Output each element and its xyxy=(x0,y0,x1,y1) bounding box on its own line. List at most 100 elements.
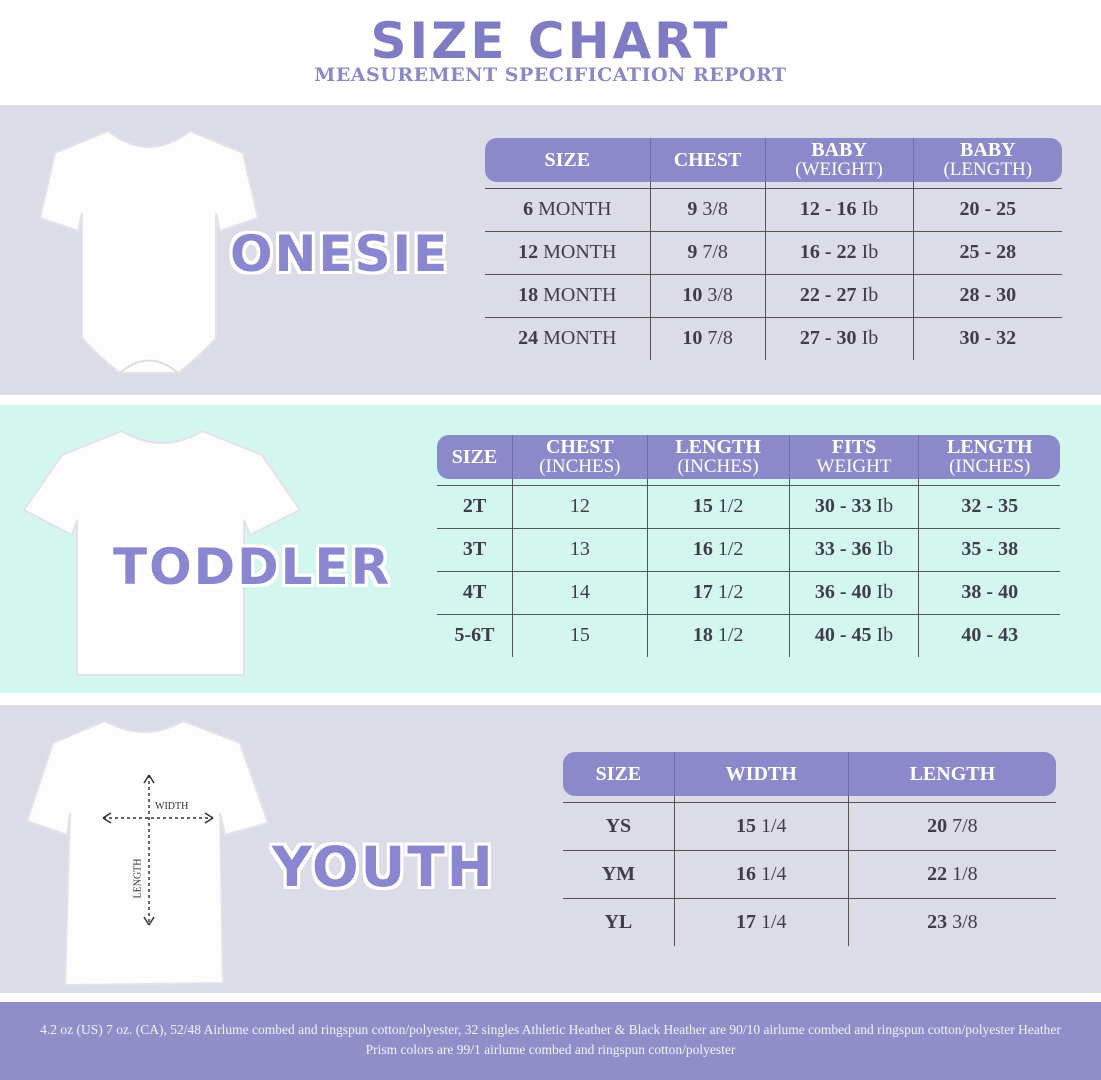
width-diagram-label: WIDTH xyxy=(155,801,189,812)
table-cell: 15 1/2 xyxy=(647,484,790,528)
column-header: FITS WEIGHT xyxy=(789,435,920,479)
cell-value-unit: 1/2 xyxy=(717,495,744,517)
table-row: 18 MONTH 10 3/8 22 - 27 Ib 28 - 30 xyxy=(485,273,1062,317)
cell-value-unit: 3/8 xyxy=(707,284,733,306)
table-cell: 10 7/8 xyxy=(650,316,766,360)
onesie-image xyxy=(38,129,260,374)
table-cell: 23 3/8 xyxy=(848,897,1056,946)
table-cell: YS xyxy=(563,801,675,850)
toddler-label: TODDLER xyxy=(113,538,392,596)
table-row: 4T 14 17 1/2 36 - 40 Ib 38 - 40 xyxy=(437,570,1060,614)
cell-value-unit: 1/4 xyxy=(760,814,787,837)
table-cell: 10 3/8 xyxy=(650,273,766,317)
cell-value-bold: 38 - 40 xyxy=(961,581,1019,603)
table-cell: 20 7/8 xyxy=(848,801,1056,850)
onesie-label: ONESIE xyxy=(230,225,450,283)
table-header-row: SIZE WIDTH LENGTH xyxy=(563,752,1056,796)
cell-value-unit: 3/8 xyxy=(702,198,728,220)
spacer-cell xyxy=(674,796,849,802)
spacer-cell xyxy=(650,182,766,188)
cell-value-bold: 22 - 27 xyxy=(799,284,857,306)
cell-value-bold: 5-6T xyxy=(454,624,495,647)
cell-value-bold: 40 - 45 xyxy=(814,624,872,647)
cell-value-bold: 30 - 32 xyxy=(959,327,1017,350)
table-cell: 4T xyxy=(437,570,513,614)
spacer-cell xyxy=(437,479,513,485)
table-cell: 2T xyxy=(437,484,513,528)
column-header: LENGTH (INCHES) xyxy=(918,435,1060,479)
table-cell: 20 - 25 xyxy=(913,187,1062,231)
toddler-section: TODDLER SIZE CHEST (INCHES) LENGTH (INCHES) F… xyxy=(0,405,1101,693)
column-header-subtitle: WEIGHT xyxy=(816,456,892,477)
column-header-title: SIZE xyxy=(451,446,498,468)
table-cell: YL xyxy=(563,897,675,946)
column-header-title: SIZE xyxy=(544,149,591,171)
column-header: LENGTH (INCHES) xyxy=(647,435,790,479)
column-header: SIZE xyxy=(563,752,675,796)
cell-value-bold: YL xyxy=(604,910,633,933)
table-cell: 18 1/2 xyxy=(647,613,790,657)
cell-value-bold: 24 xyxy=(518,327,539,350)
table-cell: 5-6T xyxy=(437,613,513,657)
cell-value-bold: 12 - 16 xyxy=(799,198,857,220)
fabric-note: 4.2 oz (US) 7 oz. (CA), 52/48 Airlume co… xyxy=(0,1002,1101,1080)
table-cell: 28 - 30 xyxy=(913,273,1062,317)
cell-value-bold: 4T xyxy=(462,581,487,603)
cell-value-bold: 17 xyxy=(692,581,713,603)
youth-tshirt-image xyxy=(25,719,270,987)
column-header: BABY (LENGTH) xyxy=(913,138,1062,182)
table-cell: 16 - 22 Ib xyxy=(765,230,914,274)
table-cell: 36 - 40 Ib xyxy=(789,570,920,614)
cell-value-bold: 6 xyxy=(523,198,534,220)
cell-value-unit: 1/4 xyxy=(760,910,787,933)
cell-value-bold: 17 xyxy=(735,910,756,933)
column-header-title: WIDTH xyxy=(725,763,797,785)
cell-value-bold: YM xyxy=(601,862,636,885)
cell-value-bold: 10 xyxy=(682,284,703,306)
cell-value-unit: Ib xyxy=(861,198,879,220)
cell-value-bold: 28 - 30 xyxy=(959,284,1017,306)
cell-value-bold: 33 - 36 xyxy=(814,538,872,560)
table-header-row: SIZE CHEST (INCHES) LENGTH (INCHES) FITS WEIGH… xyxy=(437,435,1060,479)
cell-value-bold: 18 xyxy=(692,624,713,647)
youth-size-table: SIZE WIDTH LENGTH YS 15 1/4 20 7/8 YM 16 1/4 22 … xyxy=(563,752,1056,946)
table-row: 12 MONTH 9 7/8 16 - 22 Ib 25 - 28 xyxy=(485,230,1062,274)
column-header-subtitle: (LENGTH) xyxy=(943,159,1033,180)
spacer-cell xyxy=(563,796,675,802)
table-cell: 33 - 36 Ib xyxy=(789,527,920,571)
table-cell: 17 1/2 xyxy=(647,570,790,614)
cell-value-bold: 25 - 28 xyxy=(959,241,1017,263)
cell-value-bold: 22 xyxy=(927,862,948,885)
table-cell: 22 1/8 xyxy=(848,849,1056,898)
table-cell: 6 MONTH xyxy=(485,187,651,231)
cell-value-bold: 30 - 33 xyxy=(814,495,872,517)
cell-value-bold: 32 - 35 xyxy=(961,495,1019,517)
column-header-subtitle: (INCHES) xyxy=(949,456,1031,477)
table-row: 5-6T 15 18 1/2 40 - 45 Ib 40 - 43 xyxy=(437,613,1060,657)
cell-value-bold: 9 xyxy=(687,241,698,263)
table-row: 6 MONTH 9 3/8 12 - 16 Ib 20 - 25 xyxy=(485,187,1062,231)
column-header: CHEST (INCHES) xyxy=(512,435,648,479)
cell-value-unit: 1/8 xyxy=(952,862,978,885)
cell-value-unit: 3/8 xyxy=(952,910,978,933)
cell-value-unit: Ib xyxy=(876,495,894,517)
cell-value-bold: 16 xyxy=(735,862,756,885)
table-cell: 13 xyxy=(512,527,648,571)
page-subtitle: MEASUREMENT SPECIFICATION REPORT xyxy=(314,64,787,86)
column-header: WIDTH xyxy=(674,752,849,796)
cell-value-unit: Ib xyxy=(861,284,879,306)
cell-value-unit: Ib xyxy=(876,538,894,560)
table-cell: 22 - 27 Ib xyxy=(765,273,914,317)
table-cell: 14 xyxy=(512,570,648,614)
column-header-title: SIZE xyxy=(595,763,642,785)
table-cell: 12 xyxy=(512,484,648,528)
column-header-title: FITS xyxy=(831,436,877,458)
table-cell: 16 1/4 xyxy=(674,849,849,898)
header-spacer xyxy=(437,479,1060,485)
table-cell: 16 1/2 xyxy=(647,527,790,571)
cell-value-bold: 35 - 38 xyxy=(961,538,1019,560)
column-header-subtitle: (INCHES) xyxy=(539,456,621,477)
table-cell: 35 - 38 xyxy=(918,527,1060,571)
cell-value-bold: 15 xyxy=(692,495,713,517)
length-diagram-label: LENGTH xyxy=(132,858,144,899)
